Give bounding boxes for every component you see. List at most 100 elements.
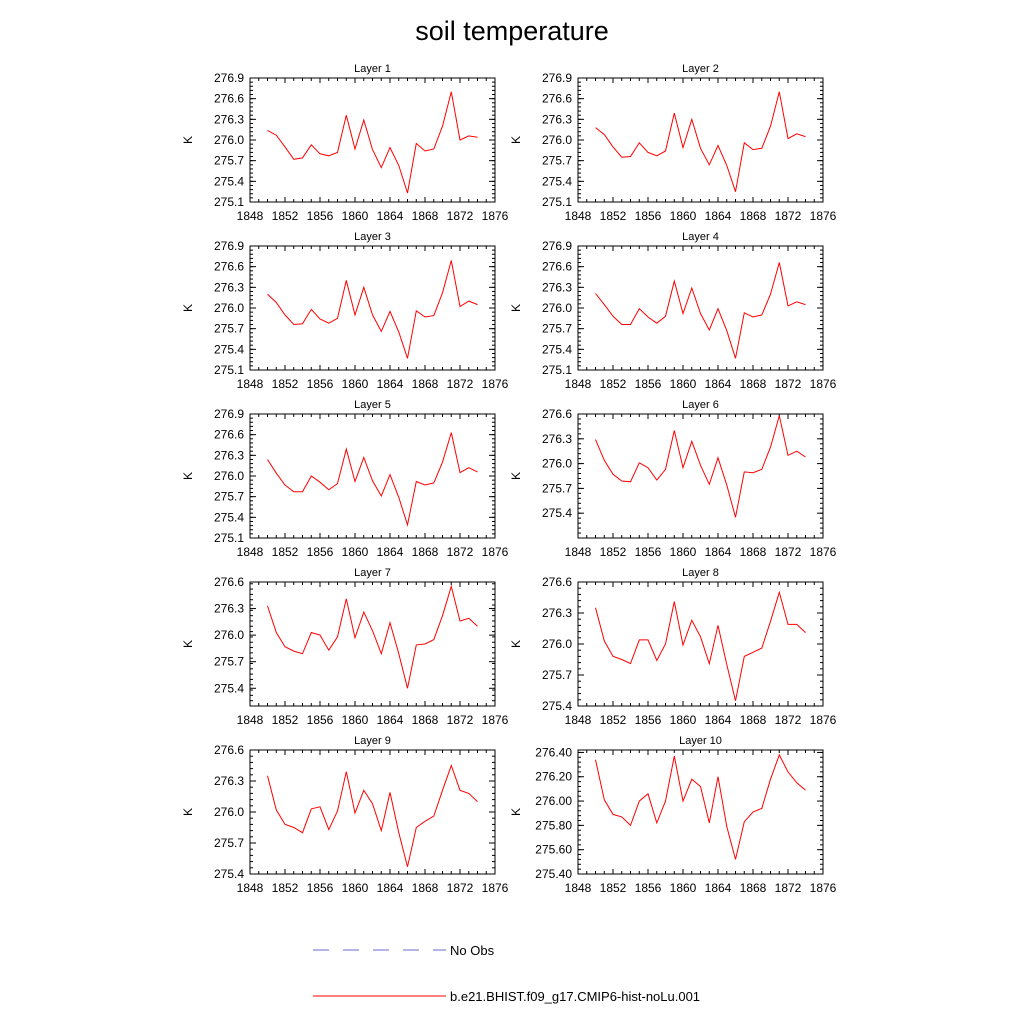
y-tick-label: 276.40 <box>535 745 572 759</box>
x-tick-label: 1852 <box>272 377 299 391</box>
x-tick-label: 1872 <box>775 881 802 895</box>
panel-2: Layer 2 1848 1852 1856 1860 1864 1868 1872 1876 2… <box>509 63 837 223</box>
plot-frame <box>249 413 496 539</box>
x-tick-label: 1860 <box>342 377 369 391</box>
y-tick-label: 276.9 <box>214 407 244 421</box>
x-tick-label: 1848 <box>237 713 264 727</box>
x-tick-label: 1848 <box>237 209 264 223</box>
x-tick-label: 1860 <box>670 713 697 727</box>
legend-series-label: b.e21.BHIST.f09_g17.CMIP6-hist-noLu.001 <box>450 989 700 1004</box>
x-tick-label: 1860 <box>670 545 697 559</box>
x-tick-label: 1856 <box>635 713 662 727</box>
y-tick-label: 275.4 <box>214 174 244 188</box>
x-tick-label: 1868 <box>412 881 439 895</box>
y-tick-label: 276.0 <box>542 637 572 651</box>
y-tick-label: 275.7 <box>214 836 244 850</box>
series-line <box>595 262 806 359</box>
panel-9: Layer 9 1848 1852 1856 1860 1864 1868 1872 1876 2… <box>181 735 509 895</box>
y-tick-label: 276.6 <box>542 260 572 274</box>
x-tick-label: 1864 <box>377 377 404 391</box>
x-tick-label: 1872 <box>775 545 802 559</box>
y-tick-label: 276.0 <box>214 805 244 819</box>
series-line <box>595 753 806 860</box>
y-tick-label: 276.3 <box>542 112 572 126</box>
y-tick-label: 275.4 <box>542 342 572 356</box>
x-tick-label: 1872 <box>447 545 474 559</box>
y-tick-label: 275.1 <box>214 195 244 209</box>
x-tick-label: 1868 <box>412 377 439 391</box>
x-tick-label: 1868 <box>740 881 767 895</box>
x-tick-label: 1864 <box>705 545 732 559</box>
y-tick-label: 276.3 <box>542 432 572 446</box>
panel-title: Layer 6 <box>682 399 719 411</box>
y-tick-label: 276.0 <box>214 301 244 315</box>
x-tick-label: 1860 <box>342 209 369 223</box>
series-line <box>595 415 806 518</box>
plot-frame <box>249 749 496 875</box>
series-line <box>267 584 478 689</box>
plot-frame <box>249 77 496 203</box>
series-line <box>595 91 806 192</box>
y-tick-label: 275.4 <box>542 506 572 520</box>
y-tick-label: 276.6 <box>214 743 244 757</box>
y-axis-label: K <box>509 808 523 816</box>
panel-title: Layer 10 <box>679 735 722 747</box>
y-tick-label: 276.3 <box>542 280 572 294</box>
x-tick-label: 1876 <box>810 209 837 223</box>
x-tick-label: 1868 <box>412 209 439 223</box>
x-tick-label: 1852 <box>600 881 627 895</box>
y-tick-label: 276.3 <box>214 774 244 788</box>
x-tick-label: 1860 <box>670 881 697 895</box>
y-tick-label: 275.1 <box>214 363 244 377</box>
x-tick-label: 1856 <box>307 881 334 895</box>
x-tick-label: 1872 <box>447 377 474 391</box>
x-tick-label: 1876 <box>810 881 837 895</box>
x-tick-label: 1868 <box>740 545 767 559</box>
x-tick-label: 1876 <box>482 713 509 727</box>
plot-frame <box>249 581 496 707</box>
x-tick-label: 1872 <box>775 377 802 391</box>
series-line <box>267 763 478 867</box>
x-tick-label: 1864 <box>377 545 404 559</box>
panel-title: Layer 1 <box>354 63 391 75</box>
x-tick-label: 1856 <box>307 377 334 391</box>
x-tick-label: 1868 <box>412 545 439 559</box>
x-tick-label: 1876 <box>482 545 509 559</box>
plot-frame <box>249 245 496 371</box>
panel-title: Layer 8 <box>682 567 719 579</box>
x-tick-label: 1876 <box>810 713 837 727</box>
panel-title: Layer 3 <box>354 231 391 243</box>
x-tick-label: 1856 <box>635 377 662 391</box>
legend: No Obs b.e21.BHIST.f09_g17.CMIP6-hist-no… <box>313 943 700 1004</box>
x-tick-label: 1852 <box>600 209 627 223</box>
y-tick-label: 276.6 <box>214 92 244 106</box>
y-axis-label: K <box>509 640 523 648</box>
y-tick-label: 275.7 <box>542 481 572 495</box>
panel-7: Layer 7 1848 1852 1856 1860 1864 1868 1872 1876 2… <box>181 567 509 727</box>
panel-5: Layer 5 1848 1852 1856 1860 1864 1868 1872 1876 2… <box>181 399 509 559</box>
x-tick-label: 1852 <box>272 713 299 727</box>
x-tick-label: 1872 <box>447 881 474 895</box>
y-tick-label: 276.9 <box>542 71 572 85</box>
y-tick-label: 275.4 <box>214 510 244 524</box>
y-tick-label: 275.40 <box>535 867 572 881</box>
y-tick-label: 276.9 <box>542 239 572 253</box>
plot-frame <box>577 581 824 707</box>
x-tick-label: 1868 <box>740 209 767 223</box>
x-tick-label: 1848 <box>237 377 264 391</box>
y-tick-label: 275.7 <box>542 668 572 682</box>
plot-frame <box>577 245 824 371</box>
series-line <box>267 91 478 194</box>
panel-title: Layer 9 <box>354 735 391 747</box>
x-tick-label: 1876 <box>810 377 837 391</box>
panel-6: Layer 6 1848 1852 1856 1860 1864 1868 1872 1876 2… <box>509 399 837 559</box>
y-tick-label: 276.9 <box>214 71 244 85</box>
x-tick-label: 1876 <box>482 377 509 391</box>
series-line <box>267 260 478 359</box>
x-tick-label: 1856 <box>635 209 662 223</box>
x-tick-label: 1856 <box>635 545 662 559</box>
x-tick-label: 1848 <box>565 545 592 559</box>
y-axis-label: K <box>509 304 523 312</box>
y-tick-label: 276.20 <box>535 770 572 784</box>
